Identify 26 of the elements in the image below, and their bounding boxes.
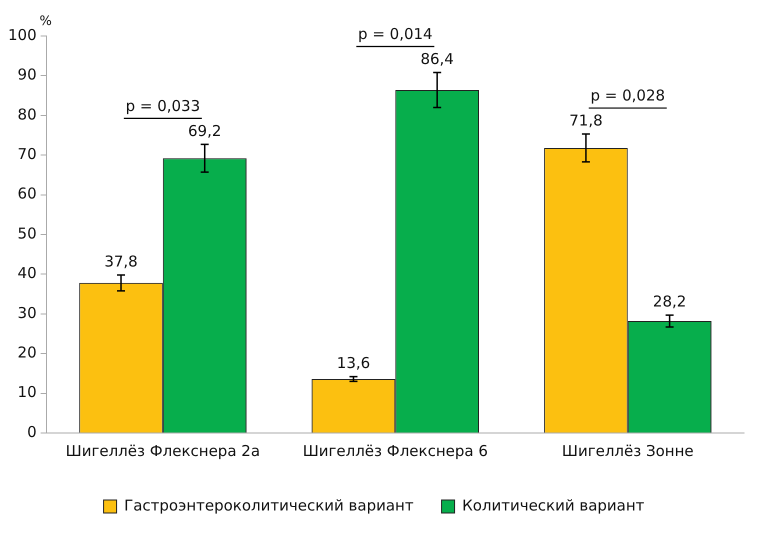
y-tick-label: 30 xyxy=(18,304,37,322)
data-label: 37,8 xyxy=(104,252,138,270)
y-tick-label: 20 xyxy=(18,343,37,362)
annotation: p = 0,028 xyxy=(590,86,666,104)
data-label: 13,6 xyxy=(336,354,370,372)
y-axis-title: % xyxy=(39,14,52,29)
y-tick-label: 0 xyxy=(27,422,37,441)
legend-label: Колитический вариант xyxy=(462,496,645,514)
y-tick-label: 70 xyxy=(18,144,37,163)
y-tick-label: 10 xyxy=(18,383,37,402)
data-label: 28,2 xyxy=(652,292,686,310)
annotation: p = 0,033 xyxy=(126,96,200,115)
annotation: p = 0,014 xyxy=(358,24,433,43)
data-label: 86,4 xyxy=(420,50,454,68)
x-tick-label: Шигеллёз Флекснера 2а xyxy=(66,442,260,460)
y-tick-label: 100 xyxy=(8,26,37,44)
y-tick-label: 90 xyxy=(18,66,37,84)
x-tick-label: Шигеллёз Флекснера 6 xyxy=(302,442,488,460)
y-tick-label: 60 xyxy=(18,184,37,203)
y-tick-label: 40 xyxy=(18,264,37,282)
legend-label: Гастроэнтероколитический вариант xyxy=(124,496,414,514)
y-tick-label: 50 xyxy=(18,224,37,242)
x-tick-label: Шигеллёз Зонне xyxy=(562,442,694,460)
data-label: 71,8 xyxy=(569,111,603,130)
y-tick-label: 80 xyxy=(18,105,37,124)
data-label: 69,2 xyxy=(188,122,222,140)
